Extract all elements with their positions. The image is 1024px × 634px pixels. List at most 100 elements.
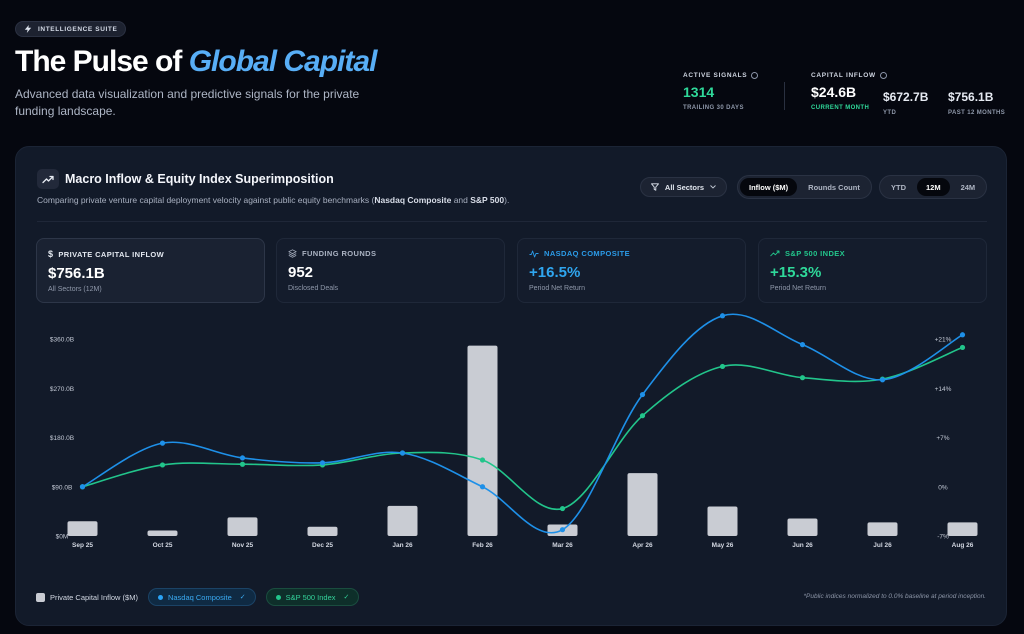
chart-bar <box>467 345 498 536</box>
sp500-point <box>799 375 806 381</box>
page-title-main: The Pulse of <box>15 45 182 78</box>
y-right-tick-label: +7% <box>936 435 949 442</box>
nasdaq-point <box>319 460 326 466</box>
check-icon: ✓ <box>239 594 246 601</box>
y-left-tick-label: $360.0B <box>50 337 74 344</box>
stat-value: $756.1B <box>48 265 105 282</box>
x-tick-label: Dec 25 <box>312 542 333 549</box>
layers-icon <box>288 249 297 258</box>
sp500-line <box>81 346 964 511</box>
page-subtitle: Advanced data visualization and predicti… <box>15 87 360 118</box>
header-kpis: ACTIVE SIGNALS 1314 TRAILING 30 DAYS CAP… <box>683 72 1013 122</box>
stat-card-nasdaq[interactable]: NASDAQ COMPOSITE +16.5% Period Net Retur… <box>517 238 746 303</box>
chart-bar <box>307 526 338 536</box>
chart-bar <box>147 530 178 536</box>
legend-label: S&P 500 Index <box>285 592 336 602</box>
metric-option-rounds[interactable]: Rounds Count <box>808 182 860 192</box>
sp500-point <box>959 344 966 351</box>
sp500-point <box>479 457 486 463</box>
chart-bar <box>627 473 658 536</box>
stat-label: NASDAQ COMPOSITE <box>544 249 630 258</box>
stat-card-sp500[interactable]: S&P 500 INDEX +15.3% Period Net Return <box>758 238 987 303</box>
kpi-signals-caption: TRAILING 30 DAYS <box>683 105 744 111</box>
nasdaq-point <box>159 440 166 446</box>
panel-divider <box>37 221 987 222</box>
x-tick-label: Oct 25 <box>153 542 173 549</box>
stat-caption: Disclosed Deals <box>288 285 339 292</box>
kpi-inflow-month-value: $24.6B <box>811 84 857 100</box>
combo-chart: $0M $90.0B $180.0B $270.0B $360.0B -7% 0% +7% +1… <box>50 313 978 549</box>
chart-bar <box>227 517 258 536</box>
x-tick-label: Jul 26 <box>873 542 892 549</box>
legend-dot <box>157 594 163 600</box>
y-right-tick-label: +21% <box>935 337 952 344</box>
nasdaq-point <box>799 342 806 348</box>
x-tick-label: Nov 25 <box>232 542 254 549</box>
kpi-inflow-month-caption: CURRENT MONTH <box>811 105 870 111</box>
legend-bar-swatch <box>36 592 45 602</box>
info-icon[interactable] <box>879 72 887 79</box>
kpi-active-signals: ACTIVE SIGNALS 1314 TRAILING 30 DAYS <box>683 72 759 111</box>
kpi-inflow-label: CAPITAL INFLOW <box>811 72 876 79</box>
metric-toggle: Inflow ($M) Rounds Count <box>737 175 872 199</box>
kpi-signals-label: ACTIVE SIGNALS <box>683 72 748 79</box>
legend-label: Private Capital Inflow ($M) <box>50 592 138 602</box>
nasdaq-point <box>959 332 966 338</box>
stat-caption: Period Net Return <box>770 285 827 292</box>
check-icon: ✓ <box>343 594 350 601</box>
sector-filter-dropdown[interactable]: All Sectors <box>640 177 727 197</box>
kpi-inflow-ytd: $672.7B YTD <box>883 85 928 116</box>
suite-tag: INTELLIGENCE SUITE <box>15 21 127 37</box>
stat-card-private-inflow[interactable]: $ PRIVATE CAPITAL INFLOW $756.1B All Sec… <box>36 238 265 303</box>
sector-filter-label: All Sectors <box>664 182 705 192</box>
dollar-icon: $ <box>48 249 54 259</box>
nasdaq-line <box>81 313 964 534</box>
x-tick-label: Apr 26 <box>632 542 653 549</box>
nasdaq-point <box>479 484 486 490</box>
x-tick-label: Sep 25 <box>72 542 93 549</box>
kpi-inflow-12m-value: $756.1B <box>948 90 994 104</box>
range-option-24m[interactable]: 24M <box>960 182 976 192</box>
y-right-tick-label: 0% <box>938 484 948 491</box>
legend-item-sp500[interactable]: S&P 500 Index ✓ <box>265 588 360 606</box>
panel-title: Macro Inflow & Equity Index Superimposit… <box>65 172 334 186</box>
sp500-point <box>719 363 726 370</box>
x-tick-label: Feb 26 <box>472 542 493 549</box>
stat-label: FUNDING ROUNDS <box>302 249 377 258</box>
legend-dot <box>275 594 281 600</box>
chart-bar <box>707 506 738 536</box>
chart-legend: Private Capital Inflow ($M) Nasdaq Compo… <box>36 588 360 606</box>
legend-item-inflow[interactable]: Private Capital Inflow ($M) <box>36 588 138 606</box>
trend-up-icon <box>770 250 780 257</box>
kpi-capital-inflow: CAPITAL INFLOW $24.6B CURRENT MONTH <box>811 72 887 111</box>
sp500-point <box>559 505 566 512</box>
chart-bar <box>67 521 98 536</box>
range-option-12m[interactable]: 12M <box>917 178 950 196</box>
stat-label: PRIVATE CAPITAL INFLOW <box>58 249 165 259</box>
page-title-accent: Global Capital <box>188 45 378 78</box>
legend-item-nasdaq[interactable]: Nasdaq Composite ✓ <box>147 588 256 606</box>
kpi-divider <box>784 82 785 110</box>
y-right-tick-label: +14% <box>935 386 952 393</box>
sp500-point <box>639 413 646 419</box>
y-left-tick-label: $270.0B <box>50 386 74 393</box>
range-option-ytd[interactable]: YTD <box>891 182 906 192</box>
stat-card-funding-rounds[interactable]: FUNDING ROUNDS 952 Disclosed Deals <box>276 238 505 303</box>
pulse-icon <box>529 250 539 257</box>
legend-footnote: *Public indices normalized to 0.0% basel… <box>803 593 986 600</box>
nasdaq-point <box>879 377 886 383</box>
y-left-tick-label: $180.0B <box>50 435 74 442</box>
x-tick-label: Jun 26 <box>792 542 813 549</box>
nasdaq-point <box>719 313 726 319</box>
kpi-inflow-12m-caption: PAST 12 MONTHS <box>948 110 1006 116</box>
filter-icon <box>650 183 659 191</box>
metric-option-inflow[interactable]: Inflow ($M) <box>740 178 798 196</box>
x-tick-label: Jan 26 <box>392 542 413 549</box>
stat-label: S&P 500 INDEX <box>785 249 846 258</box>
info-icon[interactable] <box>751 72 759 79</box>
trend-chart-icon <box>37 169 59 189</box>
panel-description: Comparing private venture capital deploy… <box>37 195 510 205</box>
stat-value: 952 <box>288 264 314 281</box>
stat-value: +15.3% <box>770 264 822 281</box>
kpi-inflow-12m: $756.1B PAST 12 MONTHS <box>948 85 1005 116</box>
